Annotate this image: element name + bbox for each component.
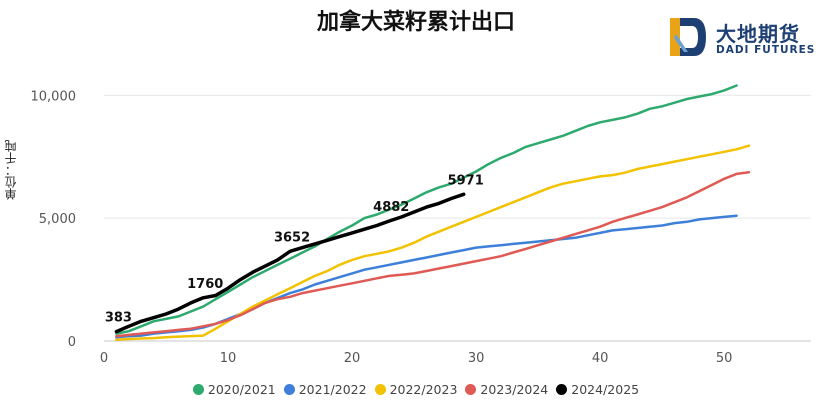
chart-legend: 2020/2021 2021/2022 2022/2023 2023/2024 2024… — [0, 382, 832, 398]
x-tick-label: 40 — [592, 351, 609, 366]
y-axis-ticks: 0 5,000 10,000 — [31, 89, 77, 350]
legend-item[interactable]: 2024/2025 — [556, 382, 639, 397]
series-line-2020-2021 — [115, 84, 738, 335]
x-tick-label: 0 — [100, 351, 108, 366]
x-tick-label: 20 — [344, 351, 361, 366]
legend-item[interactable]: 2023/2024 — [465, 382, 548, 397]
data-label: 5971 — [448, 173, 484, 188]
y-tick-label: 10,000 — [31, 89, 77, 104]
legend-marker — [556, 384, 568, 395]
legend-label: 2022/2023 — [389, 382, 458, 397]
legend-item[interactable]: 2022/2023 — [374, 382, 458, 397]
legend-label: 2020/2021 — [207, 382, 276, 397]
legend-label: 2024/2025 — [571, 382, 640, 397]
data-label: 1760 — [187, 277, 223, 292]
legend-label: 2021/2022 — [298, 382, 367, 397]
series-lines — [114, 84, 751, 342]
data-label: 383 — [105, 311, 132, 326]
y-tick-label: 5,000 — [39, 212, 76, 227]
x-tick-label: 10 — [220, 351, 237, 366]
chart-title: 加拿大菜籽累计出口 — [316, 10, 515, 35]
logo-mark-icon — [670, 18, 706, 56]
x-tick-label: 30 — [468, 351, 485, 366]
data-labels: 383 1760 3652 4882 5971 — [105, 173, 484, 325]
grid-lines — [104, 94, 811, 342]
logo-name-cn: 大地期货 — [716, 22, 800, 46]
x-tick-label: 50 — [716, 351, 733, 366]
x-axis-ticks: 0 10 20 30 40 50 — [100, 351, 733, 366]
company-logo: 大地期货 DADI FUTURES — [666, 12, 828, 64]
data-label: 4882 — [373, 200, 409, 215]
legend-item[interactable]: 2020/2021 — [192, 382, 276, 397]
legend-marker — [465, 384, 477, 395]
legend-marker — [283, 384, 295, 395]
series-line-2023-2024 — [115, 170, 751, 338]
logo-name-en: DADI FUTURES — [716, 44, 816, 56]
legend-item[interactable]: 2021/2022 — [283, 382, 367, 397]
series-line-2022-2023 — [115, 144, 751, 342]
series-line-2024-2025 — [114, 192, 466, 334]
y-tick-label: 0 — [68, 335, 76, 350]
legend-label: 2023/2024 — [480, 382, 549, 397]
legend-marker — [192, 384, 204, 395]
data-label: 3652 — [274, 230, 310, 245]
legend-marker — [374, 384, 386, 395]
